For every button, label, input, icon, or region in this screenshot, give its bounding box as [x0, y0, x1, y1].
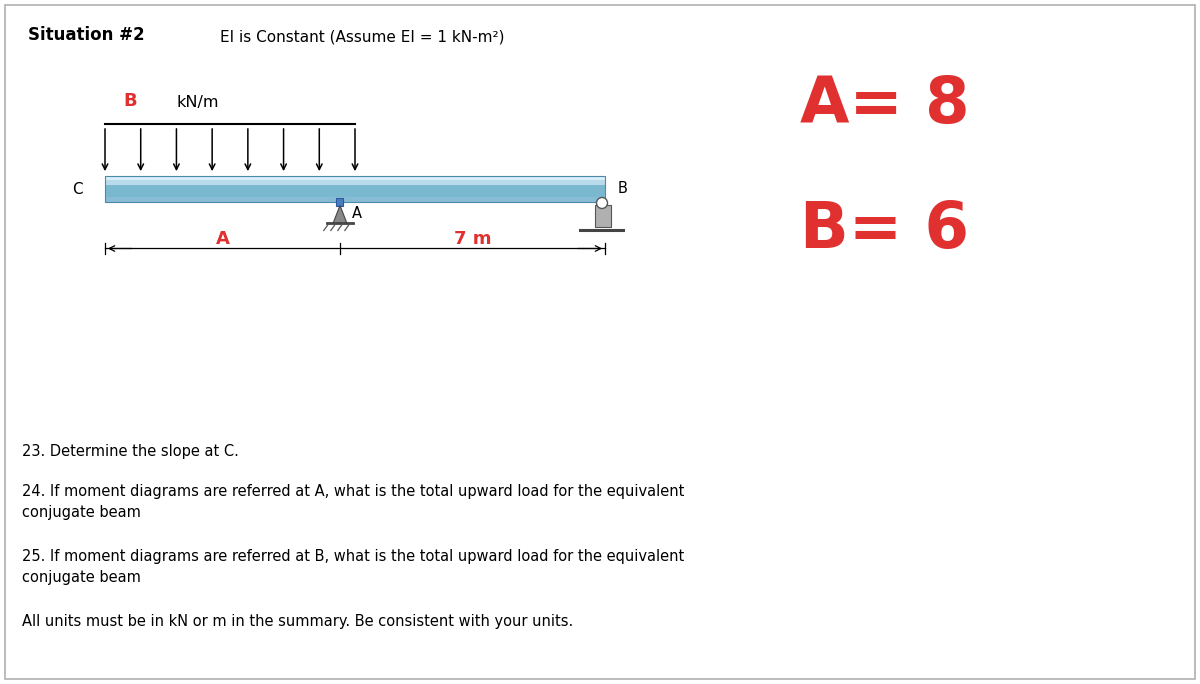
Text: kN/m: kN/m	[178, 95, 220, 110]
Bar	[106, 197, 605, 202]
Bar	[106, 176, 605, 180]
Text: B: B	[124, 92, 137, 110]
Circle shape	[596, 198, 607, 209]
Bar	[336, 198, 343, 205]
Text: A: A	[352, 206, 362, 221]
Bar	[106, 185, 605, 197]
Bar	[106, 180, 605, 185]
Text: 23. Determine the slope at C.: 23. Determine the slope at C.	[22, 444, 239, 459]
Text: EI is Constant (Assume EI = 1 kN-m²): EI is Constant (Assume EI = 1 kN-m²)	[220, 29, 504, 44]
Text: 24. If moment diagrams are referred at A, what is the total upward load for the : 24. If moment diagrams are referred at A…	[22, 484, 684, 520]
Polygon shape	[332, 205, 347, 224]
Text: Situation #2: Situation #2	[28, 26, 145, 44]
Text: B= 6: B= 6	[800, 199, 970, 261]
Bar	[595, 205, 611, 227]
Text: A: A	[216, 230, 229, 248]
Text: B: B	[618, 181, 628, 196]
Text: A= 8: A= 8	[800, 74, 970, 136]
Text: C: C	[72, 181, 83, 196]
Text: 7 m: 7 m	[454, 230, 491, 248]
Text: All units must be in kN or m in the summary. Be consistent with your units.: All units must be in kN or m in the summ…	[22, 614, 574, 629]
Text: 25. If moment diagrams are referred at B, what is the total upward load for the : 25. If moment diagrams are referred at B…	[22, 549, 684, 585]
Bar	[106, 176, 605, 202]
